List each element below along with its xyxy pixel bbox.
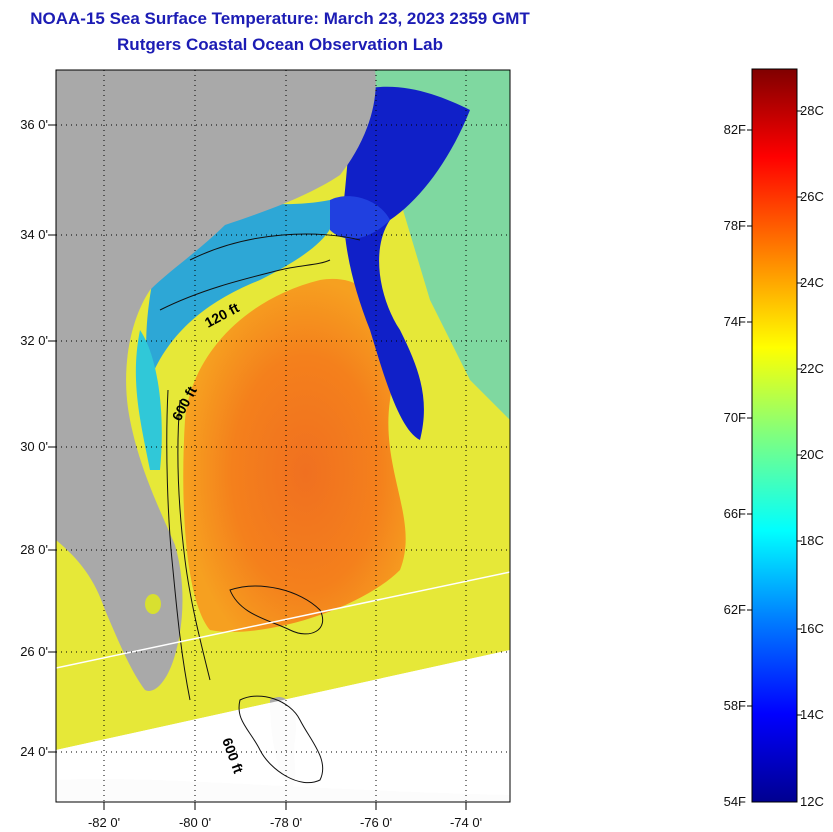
- colorbar-label-f: 62F: [723, 602, 746, 617]
- lon-label: -74 0': [449, 815, 483, 830]
- colorbar-label-f: 82F: [723, 122, 746, 137]
- isobath-contour: [159, 259, 331, 311]
- colorbar-label-f: 66F: [723, 506, 746, 521]
- lon-label: -82 0': [87, 815, 121, 830]
- isobath-contour: [166, 389, 191, 701]
- colorbar-label-c: 26C: [800, 189, 824, 204]
- colorbar-label-f: 74F: [723, 314, 746, 329]
- lon-gridlines: [103, 70, 467, 802]
- lat-label: 26 0': [20, 644, 48, 659]
- sst-image: [56, 70, 510, 802]
- lat-label: 36 0': [20, 117, 48, 132]
- axis-ticks: [48, 124, 467, 810]
- no-data-area: [56, 650, 510, 802]
- isobath-contour: [177, 399, 211, 681]
- colorbar-label-c: 28C: [800, 103, 824, 118]
- cold-patch: [330, 196, 390, 239]
- colorbar-label-f: 78F: [723, 218, 746, 233]
- colorbar-label-c: 24C: [800, 275, 824, 290]
- colorbar-label-c: 14C: [800, 707, 824, 722]
- map-subtitle: Rutgers Coastal Ocean Observation Lab: [117, 35, 443, 54]
- cold-filament: [343, 86, 470, 441]
- map-frame: [55, 69, 511, 803]
- isobath-contour: [238, 695, 324, 784]
- map-title: NOAA-15 Sea Surface Temperature: March 2…: [30, 9, 530, 28]
- lat-label: 34 0': [20, 227, 48, 242]
- colorbar-label-c: 16C: [800, 621, 824, 636]
- isobath-contour: [189, 233, 361, 261]
- lat-label: 30 0': [20, 439, 48, 454]
- lat-label: 24 0': [20, 744, 48, 759]
- isobath-contour: [229, 585, 324, 635]
- colorbar-label-c: 20C: [800, 447, 824, 462]
- lat-label: 28 0': [20, 542, 48, 557]
- nearshore-water: [135, 330, 162, 470]
- colorbar-ticks: [747, 110, 802, 716]
- colorbar-label-f: 54F: [723, 794, 746, 809]
- gulf-stream-warm-core: [183, 278, 406, 632]
- colorbar-label-c: 12C: [800, 794, 824, 809]
- lat-gridlines: [56, 124, 510, 753]
- land-mass: [56, 70, 376, 691]
- colorbar: [751, 68, 798, 803]
- lon-label: -76 0': [359, 815, 393, 830]
- lon-label: -80 0': [178, 815, 212, 830]
- lon-label: -78 0': [269, 815, 303, 830]
- colorbar-label-f: 58F: [723, 698, 746, 713]
- lake-okeechobee: [145, 594, 161, 614]
- colorbar-label-f: 70F: [723, 410, 746, 425]
- lat-label: 32 0': [20, 333, 48, 348]
- colorbar-label-c: 18C: [800, 533, 824, 548]
- colorbar-label-c: 22C: [800, 361, 824, 376]
